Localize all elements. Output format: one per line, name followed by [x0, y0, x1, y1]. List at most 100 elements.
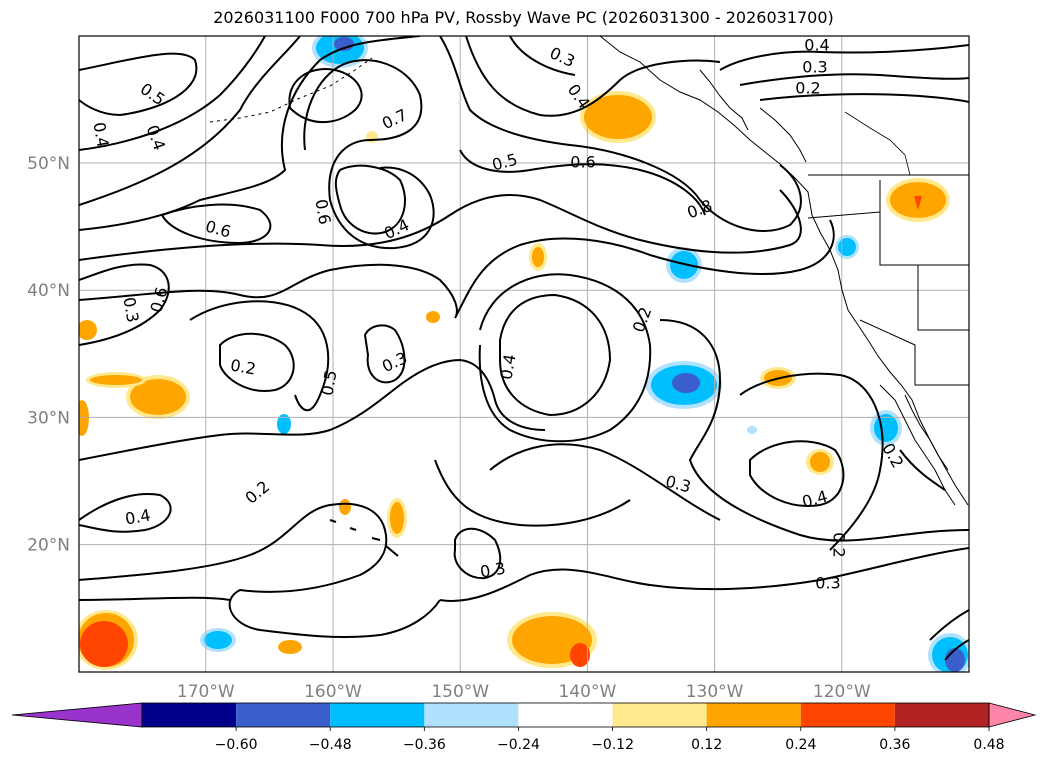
- contour-label: 0.5: [317, 369, 340, 397]
- colorbar-swatch: [612, 703, 707, 727]
- state-border: [807, 211, 969, 266]
- negative-anomaly: [838, 238, 856, 256]
- inland-border: [844, 111, 911, 176]
- graticule: [79, 36, 969, 672]
- contour-line: [749, 440, 845, 507]
- contour-line: [334, 164, 406, 235]
- anomaly-shading: [79, 36, 969, 672]
- contour-line: [79, 36, 301, 206]
- positive-anomaly: [914, 196, 922, 210]
- positive-anomaly: [90, 375, 142, 385]
- longitude-label: 150°W: [431, 682, 489, 702]
- contour-line: [719, 44, 969, 71]
- contour-label: 0.2: [795, 79, 820, 98]
- positive-anomaly: [278, 640, 302, 654]
- colorbar-tick-label: −0.60: [215, 737, 258, 753]
- map-title: 2026031100 F000 700 hPa PV, Rossby Wave …: [213, 8, 834, 27]
- contour-label: 0.6: [570, 153, 595, 172]
- positive-anomaly: [570, 643, 590, 667]
- baja-coast: [879, 384, 956, 506]
- positive-anomaly: [130, 379, 186, 415]
- contour-line: [739, 372, 884, 551]
- contour-label: 0.3: [815, 574, 840, 593]
- negative-anomaly: [672, 373, 700, 393]
- contour-label: 0.3: [802, 58, 827, 77]
- contour-label: 0.4: [124, 505, 152, 528]
- colorbar-tick-label: 0.24: [785, 737, 816, 753]
- positive-anomaly: [584, 95, 652, 139]
- positive-anomaly: [80, 621, 128, 667]
- negative-anomaly: [874, 414, 898, 442]
- contour-line: [79, 493, 172, 533]
- colorbar-tick-label: −0.12: [591, 737, 634, 753]
- colorbar-tick-label: 0.48: [973, 737, 1004, 753]
- state-border: [917, 265, 969, 331]
- pv-contours: [79, 36, 969, 661]
- colorbar-swatch: [236, 703, 331, 727]
- contour-label: 0.3: [119, 296, 142, 324]
- positive-anomaly: [532, 247, 544, 267]
- coastlines: [209, 36, 969, 557]
- contour-line: [439, 36, 802, 232]
- contour-label: 0.2: [229, 355, 257, 378]
- negative-anomaly: [747, 426, 757, 434]
- colorbar-tick-label: −0.24: [497, 737, 540, 753]
- contour-line: [899, 449, 946, 491]
- longitude-label: 120°W: [813, 682, 871, 702]
- contour-line: [499, 293, 612, 417]
- contour-label: 0.2: [830, 532, 849, 557]
- map-frame: [78, 35, 970, 673]
- contour-line: [160, 203, 272, 245]
- contour-line: [363, 324, 406, 384]
- colorbar-tick-label: 0.12: [691, 737, 722, 753]
- colorbar-swatch: [894, 703, 989, 727]
- aleutian-islands: [209, 57, 373, 123]
- positive-anomaly: [810, 452, 830, 472]
- longitude-label: 140°W: [559, 682, 617, 702]
- baja-coast: [904, 394, 949, 471]
- contour-line: [489, 443, 721, 521]
- colorbar-swatch: [142, 703, 237, 727]
- colorbar: −0.60 −0.48 −0.36 −0.24 −0.12 0.12 0.24 0.36 0.4…: [11, 702, 1037, 753]
- colorbar-frame: [141, 702, 990, 728]
- latitude-labels: 50°N 40°N 30°N 20°N: [27, 154, 70, 556]
- longitude-label: 170°W: [177, 682, 235, 702]
- contour-line: [79, 502, 441, 639]
- positive-anomaly: [79, 400, 89, 436]
- alaska-coast: [599, 36, 969, 506]
- latitude-label: 30°N: [27, 408, 70, 428]
- contour-line: [439, 547, 969, 602]
- positive-anomaly: [366, 131, 378, 143]
- colorbar-swatch: [518, 703, 613, 727]
- longitude-label: 160°W: [304, 682, 362, 702]
- longitude-label: 130°W: [686, 682, 744, 702]
- colorbar-tick-label: −0.48: [309, 737, 352, 753]
- contour-line: [944, 639, 969, 661]
- longitude-labels: 170°W 160°W 150°W 140°W 130°W 120°W: [177, 682, 871, 702]
- contour-line: [219, 332, 295, 392]
- contour-line: [79, 36, 266, 151]
- state-border: [859, 319, 969, 386]
- contour-line: [79, 52, 198, 117]
- colorbar-extend-high: [988, 702, 1037, 728]
- contour-line: [79, 219, 835, 319]
- map-background: [79, 36, 969, 672]
- alaska-coast: [699, 69, 749, 131]
- hawaii-islands: [329, 519, 399, 557]
- contour-line: [288, 68, 363, 124]
- contour-label: 0.6: [311, 198, 334, 226]
- contour-line: [509, 36, 576, 76]
- negative-anomaly: [204, 631, 232, 649]
- contour-line: [465, 36, 721, 117]
- contour-line: [79, 596, 231, 601]
- contour-label: 0.4: [804, 36, 829, 55]
- contour-line: [759, 93, 969, 103]
- contour-line: [739, 73, 969, 86]
- colorbar-tick-label: 0.36: [879, 737, 910, 753]
- contour-line: [79, 189, 802, 261]
- positive-anomaly: [339, 499, 351, 515]
- colorbar-tick-label: −0.36: [403, 737, 446, 753]
- colorbar-swatch: [424, 703, 519, 727]
- latitude-label: 50°N: [27, 154, 70, 174]
